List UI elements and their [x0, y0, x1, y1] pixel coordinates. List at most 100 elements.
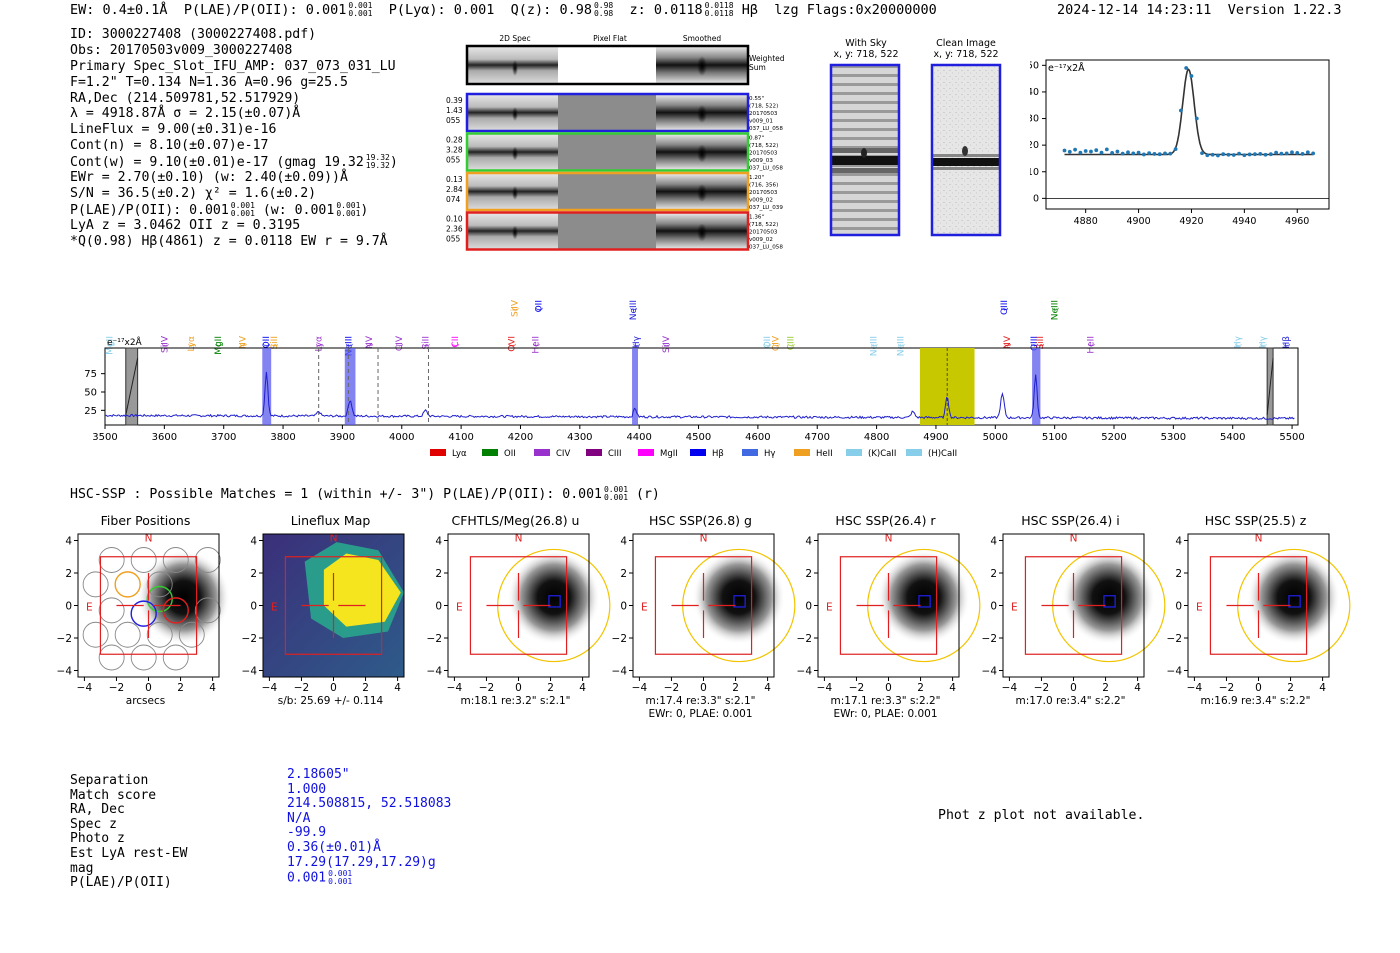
cutout-right-label: 037_LU_058	[749, 126, 783, 132]
panel-caption: m:17.0 re:3.4" s:2.2"	[1015, 695, 1126, 707]
fit-y-tick: 0	[1033, 193, 1039, 204]
spectrum-frame	[104, 347, 1299, 426]
panel-x-tick: −2	[294, 682, 309, 694]
panel-title: HSC SSP(26.4) i	[1021, 513, 1120, 528]
fit-data-point	[1062, 148, 1067, 153]
legend-label: CIII	[608, 449, 621, 459]
match-box	[1288, 595, 1301, 608]
panel-caption: m:17.1 re:3.3" s:2.2"	[830, 695, 941, 707]
panel-x-tick: −2	[664, 682, 679, 694]
panel-y-tick: 0	[620, 601, 627, 613]
panel-y-tick: 0	[805, 601, 812, 613]
info-plae-hi: 0.001	[230, 200, 255, 210]
spectral-line-marker: {	[423, 343, 431, 347]
fit-y-tick: 40	[1030, 87, 1039, 98]
panel-x-tick: 4	[394, 682, 401, 694]
legend-label: MgII	[660, 449, 678, 459]
spectral-line-label: OII	[262, 336, 272, 348]
spectral-line-label: NeIII	[870, 336, 880, 356]
panel-x-tick: −2	[849, 682, 864, 694]
cutout-right-label: (718, 522)	[749, 104, 778, 110]
panel-title: Fiber Positions	[100, 513, 191, 528]
fit-data-point	[1216, 153, 1220, 158]
col-smoothed: Smoothed	[683, 34, 722, 43]
compass-east: E	[1196, 601, 1203, 613]
spectrum-unit: e⁻¹⁷x2Å	[107, 336, 143, 348]
panel-image: N E −4 −4 −2 −2 0 0 2 2 4 4	[57, 532, 231, 694]
fit-data-point	[1189, 74, 1194, 78]
panel-title: HSC SSP(26.4) r	[835, 513, 936, 528]
panel-y-tick: −2	[982, 633, 997, 645]
hsc-suffix: (r)	[636, 487, 660, 502]
panel-x-tick: 2	[547, 682, 554, 694]
panel-x-tick: −2	[109, 682, 124, 694]
panel-y-tick: 2	[435, 568, 442, 580]
panel-x-tick: 4	[579, 682, 586, 694]
fit-data-point	[1300, 152, 1305, 156]
info-id: ID: 3000227408 (3000227408.pdf)	[70, 27, 317, 42]
fit-data-point	[1231, 153, 1236, 157]
panel-y-tick: −2	[797, 633, 812, 645]
header-plae-lo: 0.001	[348, 9, 373, 18]
panel-y-tick: 0	[1175, 601, 1182, 613]
search-box	[1024, 556, 1123, 655]
panel-x-tick: 0	[1070, 682, 1077, 694]
panel-y-tick: 4	[1175, 536, 1182, 548]
spectral-line-marker: {	[345, 343, 353, 347]
spectrum-legend: Lyα OII CIV CIII MgII Hβ Hγ HeII (K)CaII (H)CaII	[430, 449, 957, 459]
header-plae: P(LAE)/P(OII): 0.001	[183, 2, 347, 18]
summary-label: RA, Dec	[70, 802, 125, 818]
summary-label: Separation	[70, 773, 149, 788]
panel-y-tick: −2	[57, 633, 72, 645]
cutout-right-label: (716, 356)	[749, 183, 778, 189]
legend-swatch	[846, 449, 862, 456]
spectral-line-marker: {	[1087, 343, 1095, 347]
panel-y-tick: −4	[797, 666, 813, 678]
info-fit: F=1.2" T=0.134 N=1.36 A=0.96 g=25.5	[70, 74, 348, 90]
summary-plae-hi: 0.001	[328, 869, 353, 879]
spectrum-x-tick: 5400	[1220, 432, 1245, 443]
spectral-line-marker: {	[764, 343, 772, 347]
spectrum-x-tick: 5500	[1279, 432, 1304, 443]
panel-x-tick: 2	[1102, 682, 1109, 694]
cutout-left-label: 055	[446, 116, 461, 125]
info-plae-text: P(LAE)/P(OII): 0.001	[70, 202, 229, 218]
spectrum-x-tick: 3800	[270, 432, 295, 443]
fit-data-point	[1284, 151, 1289, 156]
spectral-line-label: Hγ	[1258, 335, 1268, 348]
cutout-right-label: 0.87"	[749, 136, 764, 142]
compass-east: E	[826, 601, 833, 613]
spectral-line-marker: {	[897, 343, 905, 347]
fit-data-points	[1062, 66, 1316, 158]
header-plya: P(Lyα): 0.001	[388, 2, 495, 18]
panel-title: HSC SSP(26.8) g	[649, 513, 752, 528]
summary-value: 214.508815, 52.518083	[287, 796, 452, 812]
spectral-line-marker: {	[788, 343, 796, 347]
panel-y-tick: 4	[435, 536, 442, 548]
panel-caption-2: EWr: 0, PLAE: 0.001	[833, 708, 938, 720]
match-box	[733, 595, 746, 608]
compass-east: E	[456, 601, 463, 613]
spectral-cutouts: 2D Spec Pixel Flat Smoothed Weighted Sum…	[446, 34, 785, 251]
spectral-line-marker: {	[773, 343, 781, 347]
summary-value: 2.18605"	[287, 767, 350, 782]
compass-north: N	[515, 532, 523, 544]
compass-north: N	[885, 532, 893, 544]
spectrum-x-tick: 5100	[1042, 432, 1067, 443]
fit-data-point	[1152, 152, 1157, 156]
spectral-line-label: NeIII	[1051, 300, 1061, 320]
spectral-line-label: NeIII	[344, 336, 354, 356]
cutout-right-label: v009_03	[749, 158, 773, 164]
fiber-circle	[82, 571, 109, 598]
spectral-line-label: CIV	[395, 335, 405, 351]
info-contw-text: Cont(w) = 9.10(±0.01)e-17 (gmag 19.32	[70, 155, 364, 171]
panel-x-tick: 2	[917, 682, 924, 694]
header-version: Version 1.22.3	[1227, 2, 1342, 18]
panel-image: N E −4 −4 −2 −2 0 0 2 2 4 4	[427, 532, 611, 694]
fiber-circle	[114, 621, 141, 648]
clean-image	[930, 63, 1002, 237]
cutout-right-label: 1.20"	[749, 175, 764, 181]
cutout-left-label: 3.28	[446, 146, 463, 155]
